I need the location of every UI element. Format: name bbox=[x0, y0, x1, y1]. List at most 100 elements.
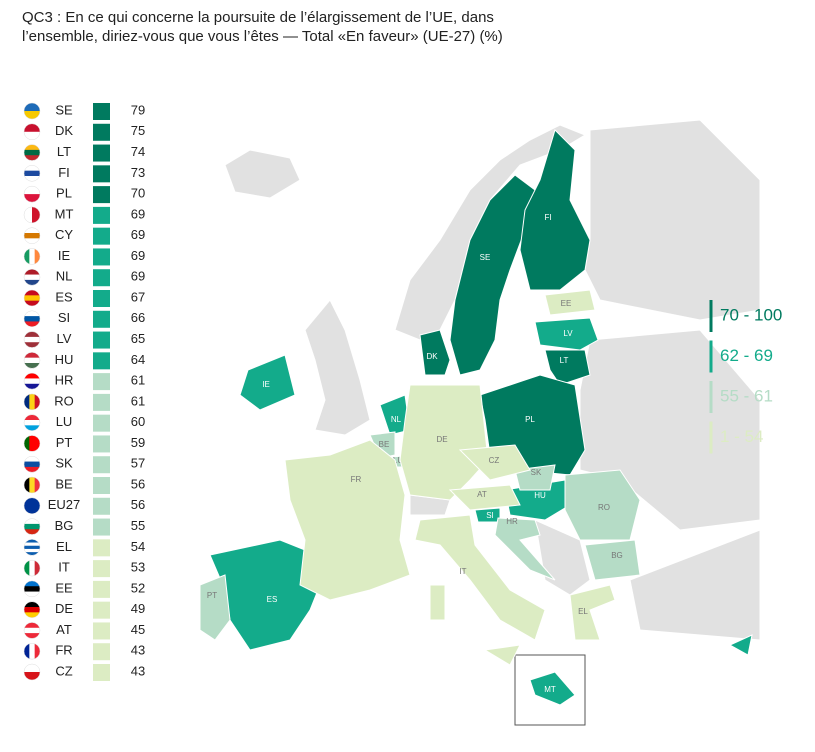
flag-stripe bbox=[24, 586, 40, 593]
flag bbox=[24, 497, 40, 514]
flag-border bbox=[23, 435, 41, 452]
flag-stripe bbox=[24, 461, 40, 468]
value-swatch bbox=[93, 518, 110, 536]
country-code: FR bbox=[55, 643, 72, 658]
flag bbox=[24, 310, 40, 327]
flag-stripe bbox=[24, 227, 40, 234]
map-country-label: SE bbox=[480, 253, 491, 262]
flag-stripe bbox=[24, 633, 40, 639]
flag-stripe bbox=[34, 643, 40, 660]
flag-stripe bbox=[24, 352, 40, 359]
value-swatch bbox=[93, 310, 110, 328]
flag-stripe bbox=[24, 383, 40, 390]
flag-stripe bbox=[24, 316, 40, 322]
flag-stripe bbox=[24, 170, 40, 177]
value-label: 59 bbox=[131, 435, 145, 450]
flag bbox=[24, 518, 40, 535]
flag-border bbox=[23, 206, 41, 224]
country-code: ES bbox=[55, 289, 73, 304]
flag-stripe bbox=[24, 342, 40, 348]
value-label: 54 bbox=[131, 539, 145, 554]
flag-stripe bbox=[24, 477, 30, 493]
country-shape bbox=[414, 514, 546, 641]
flag bbox=[24, 477, 40, 493]
flag-stripe bbox=[24, 321, 40, 327]
country-shape bbox=[529, 671, 576, 706]
flag-stripe bbox=[24, 497, 40, 514]
flag-stripe bbox=[34, 477, 40, 493]
value-label: 64 bbox=[131, 352, 145, 367]
flag bbox=[24, 414, 40, 431]
value-label: 61 bbox=[131, 393, 145, 408]
value-label: 56 bbox=[131, 476, 145, 491]
value-swatch bbox=[93, 477, 110, 494]
flag-stripe bbox=[24, 233, 40, 239]
country-code: PT bbox=[56, 435, 73, 450]
map-country-label: PT bbox=[207, 591, 217, 600]
value-label: 66 bbox=[131, 310, 145, 325]
flag bbox=[24, 144, 40, 161]
map-country-label: BG bbox=[611, 551, 623, 560]
country-shape bbox=[458, 444, 531, 481]
flag-border bbox=[23, 144, 41, 161]
value-label: 45 bbox=[131, 622, 145, 637]
flag-stripe bbox=[24, 144, 40, 151]
flag bbox=[24, 435, 40, 452]
legend-label: 1 - 54 bbox=[720, 427, 763, 446]
country-shape bbox=[239, 354, 296, 411]
flag-stripe bbox=[34, 435, 40, 452]
flag-stripe bbox=[24, 545, 40, 550]
flag-border bbox=[23, 497, 41, 515]
country-code: PL bbox=[56, 186, 72, 201]
flag-stripe bbox=[24, 601, 40, 608]
map-country-label: DE bbox=[436, 435, 447, 444]
flag-stripe bbox=[24, 331, 40, 338]
country-shape bbox=[399, 384, 489, 501]
value-label: 73 bbox=[131, 165, 145, 180]
value-swatch bbox=[93, 165, 110, 183]
flag-stripe bbox=[24, 274, 40, 281]
flag-stripe bbox=[29, 248, 36, 265]
country-shape bbox=[569, 584, 616, 641]
country-code: RO bbox=[54, 393, 74, 408]
flag-stripe bbox=[34, 248, 40, 265]
flag-stripe bbox=[24, 518, 40, 525]
flag-stripe bbox=[24, 176, 40, 182]
value-label: 79 bbox=[131, 102, 145, 117]
flag-border bbox=[23, 102, 41, 120]
title-line: QC3 : En ce qui concerne la poursuite de… bbox=[22, 9, 494, 26]
flag-stripe bbox=[24, 357, 40, 364]
flag-stripe bbox=[24, 643, 30, 660]
flag-stripe bbox=[24, 627, 40, 634]
flag-stripe bbox=[24, 612, 40, 618]
flag-border bbox=[23, 310, 41, 328]
flag-stripe bbox=[24, 414, 40, 421]
value-label: 69 bbox=[131, 248, 145, 263]
inset-box bbox=[514, 654, 586, 726]
flag bbox=[24, 186, 40, 203]
country-shape bbox=[534, 317, 599, 351]
country-shape bbox=[544, 289, 596, 316]
flag-border bbox=[23, 165, 41, 182]
flag-border bbox=[23, 227, 41, 244]
flag-border bbox=[23, 414, 41, 431]
value-swatch bbox=[93, 664, 110, 681]
country-code: SI bbox=[58, 310, 70, 325]
flag-stripe bbox=[29, 643, 36, 660]
country-code: IE bbox=[58, 248, 71, 263]
flag bbox=[24, 227, 40, 244]
flag-border bbox=[23, 393, 41, 411]
flag-border bbox=[23, 331, 41, 348]
flag-stripe bbox=[24, 393, 30, 410]
country-shape bbox=[584, 539, 641, 581]
value-label: 56 bbox=[131, 497, 145, 512]
flag-stripe bbox=[24, 186, 40, 195]
flag-stripe bbox=[24, 248, 30, 265]
flag-stripe bbox=[29, 435, 36, 452]
flag-stripe bbox=[32, 206, 40, 223]
flag-stripe bbox=[24, 552, 40, 556]
value-swatch bbox=[93, 373, 110, 391]
flag-stripe bbox=[24, 425, 40, 431]
legend-label: 70 - 100 bbox=[720, 305, 782, 324]
map-country-label: EE bbox=[561, 299, 572, 308]
